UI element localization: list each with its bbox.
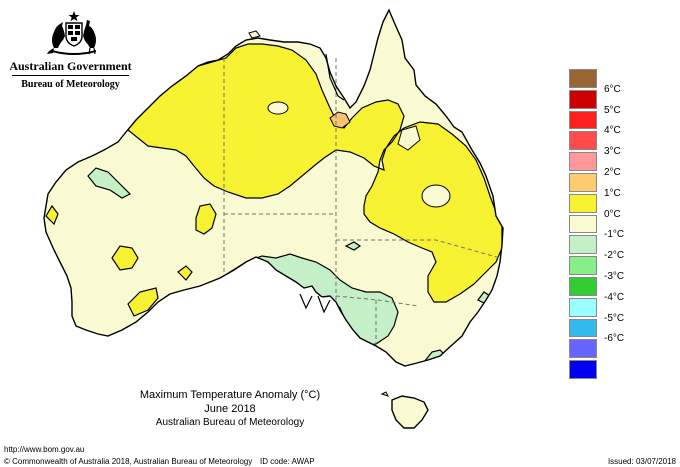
copyright-text: © Commonwealth of Australia 2018, Austra… <box>4 457 253 466</box>
legend-label: 6°C <box>604 83 621 95</box>
legend-swatch <box>569 173 597 192</box>
legend-swatch <box>569 69 597 88</box>
map-period: June 2018 <box>204 403 256 415</box>
coat-of-arms-icon <box>47 11 96 55</box>
legend-label: -5°C <box>604 312 625 324</box>
legend-label: -6°C <box>604 333 625 345</box>
website-link[interactable]: http://www.bom.gov.au <box>4 445 85 454</box>
legend-label: -1°C <box>604 229 625 241</box>
legend-swatch <box>569 214 597 234</box>
color-legend: 6°C 5°C 4°C 3°C 2°C 1°C 0°C -1°C -2°C -3°C -4°C -5°… <box>569 69 649 382</box>
legend-swatch <box>569 318 597 338</box>
legend-swatch <box>569 339 597 359</box>
map-title: Maximum Temperature Anomaly (°C) <box>139 389 321 401</box>
map-title-block: Maximum Temperature Anomaly (°C) June 20… <box>100 388 360 430</box>
legend-label: 3°C <box>604 146 621 158</box>
legend-swatch <box>569 256 597 275</box>
legend-label: -3°C <box>604 271 625 282</box>
legend-label: 2°C <box>604 167 621 178</box>
government-name: Australian Government <box>9 59 132 73</box>
temperature-anomaly-map <box>43 9 504 429</box>
legend-swatch <box>569 193 597 213</box>
legend-label: 1°C <box>604 187 621 199</box>
legend-label: -2°C <box>604 250 625 262</box>
legend-swatch <box>569 297 597 317</box>
legend-swatch <box>569 235 597 255</box>
divider <box>12 75 129 76</box>
legend-label: 0°C <box>604 208 621 220</box>
legend-label: -4°C <box>604 291 625 303</box>
legend-swatch <box>569 131 597 151</box>
legend-swatch <box>569 89 597 109</box>
map-source: Australian Bureau of Meteorology <box>155 417 305 428</box>
issued-date: Issued: 03/07/2018 <box>607 457 676 466</box>
footer: © Commonwealth of Australia 2018, Austra… <box>4 457 676 466</box>
id-code: ID code: AWAP <box>260 457 315 466</box>
legend-label: 4°C <box>604 125 621 137</box>
government-logo: Australian Government Bureau of Meteorol… <box>8 10 133 96</box>
bureau-name: Bureau of Meteorology <box>21 79 120 90</box>
legend-swatch <box>569 152 597 171</box>
legend-swatch <box>569 360 597 379</box>
legend-swatch <box>569 277 597 296</box>
legend-label: 5°C <box>604 104 621 116</box>
legend-swatch <box>569 110 597 130</box>
